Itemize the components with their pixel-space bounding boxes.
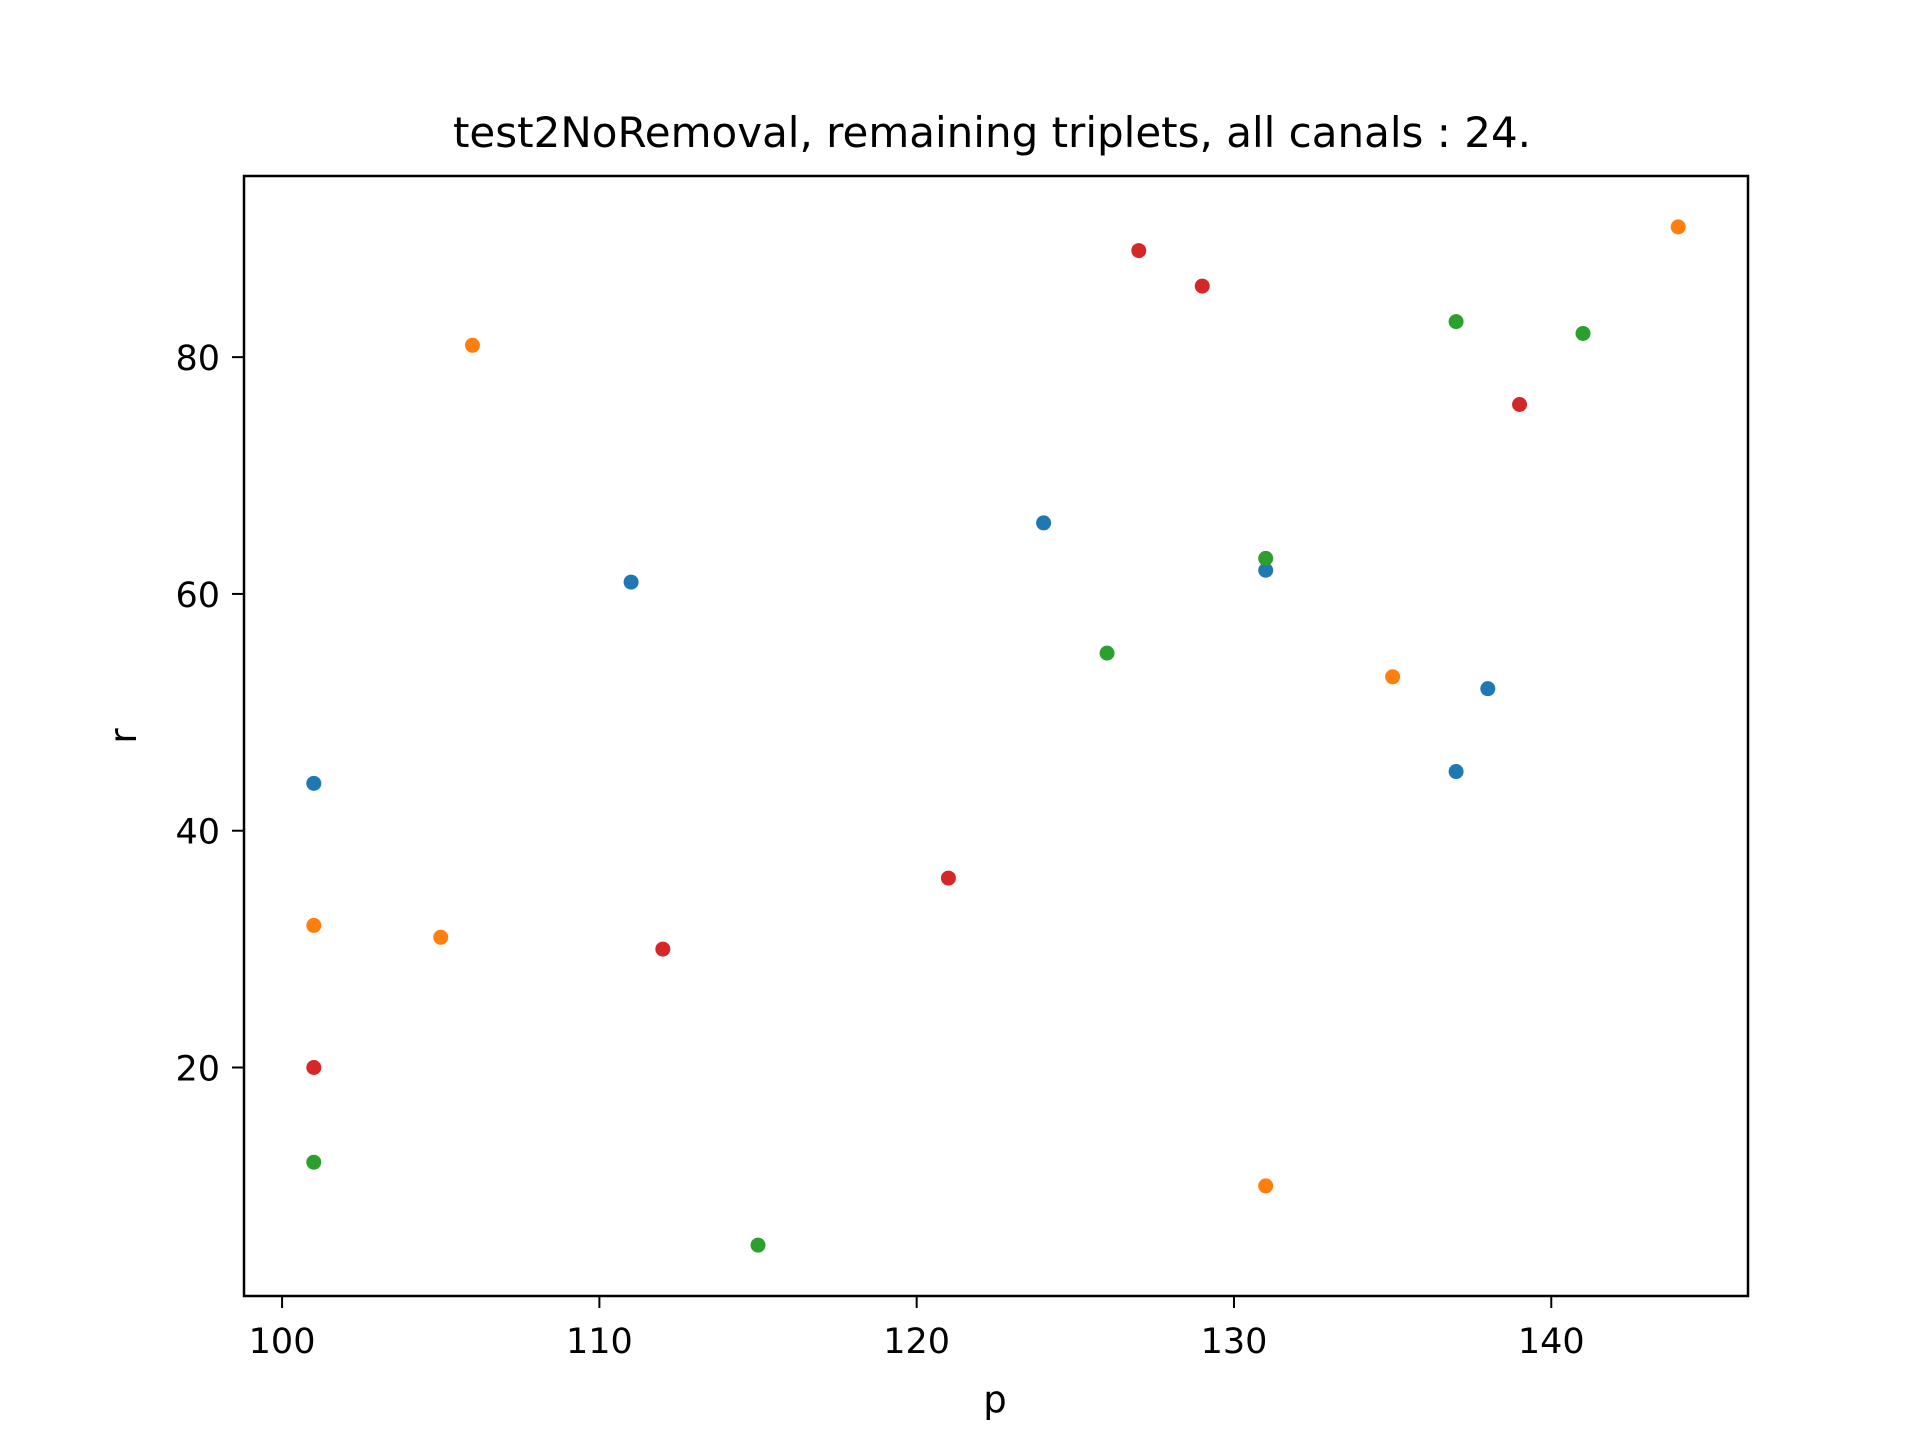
data-point	[623, 574, 639, 590]
y-tick-label: 60	[175, 576, 220, 616]
data-point	[655, 941, 671, 957]
plot-frame	[242, 174, 1750, 1298]
data-point	[1258, 1178, 1274, 1194]
data-point	[1099, 645, 1115, 661]
data-point	[940, 870, 956, 886]
data-point	[1258, 562, 1274, 578]
data-point	[1194, 278, 1210, 294]
data-points	[306, 219, 1686, 1253]
x-axis-ticks: 100 110 120 130 140	[249, 1296, 1585, 1362]
y-tick-label: 20	[175, 1050, 220, 1090]
data-point	[1131, 243, 1147, 259]
x-tick-label: 100	[249, 1322, 316, 1362]
data-point	[464, 337, 480, 353]
data-point	[1448, 764, 1464, 780]
data-point	[1448, 314, 1464, 330]
y-tick-label: 40	[175, 813, 220, 853]
data-point	[1385, 669, 1401, 685]
x-axis-label: p	[983, 1378, 1007, 1421]
data-point	[433, 929, 449, 945]
data-point	[1575, 325, 1591, 341]
data-point	[1036, 515, 1052, 531]
y-axis-ticks: 20 40 60 80	[175, 339, 244, 1090]
x-tick-label: 140	[1518, 1322, 1585, 1362]
data-point	[750, 1237, 766, 1253]
data-point	[1512, 396, 1528, 412]
y-axis-label: r	[102, 728, 145, 744]
data-point	[306, 1154, 322, 1170]
data-point	[306, 1060, 322, 1076]
data-point	[1258, 550, 1274, 566]
x-tick-label: 120	[883, 1322, 950, 1362]
data-point	[306, 917, 322, 933]
y-tick-label: 80	[175, 339, 220, 379]
x-tick-label: 130	[1201, 1322, 1268, 1362]
chart-title: test2NoRemoval, remaining triplets, all …	[453, 108, 1531, 157]
data-point	[1670, 219, 1686, 235]
data-point	[1480, 681, 1496, 697]
x-tick-label: 110	[566, 1322, 633, 1362]
data-point	[306, 775, 322, 791]
